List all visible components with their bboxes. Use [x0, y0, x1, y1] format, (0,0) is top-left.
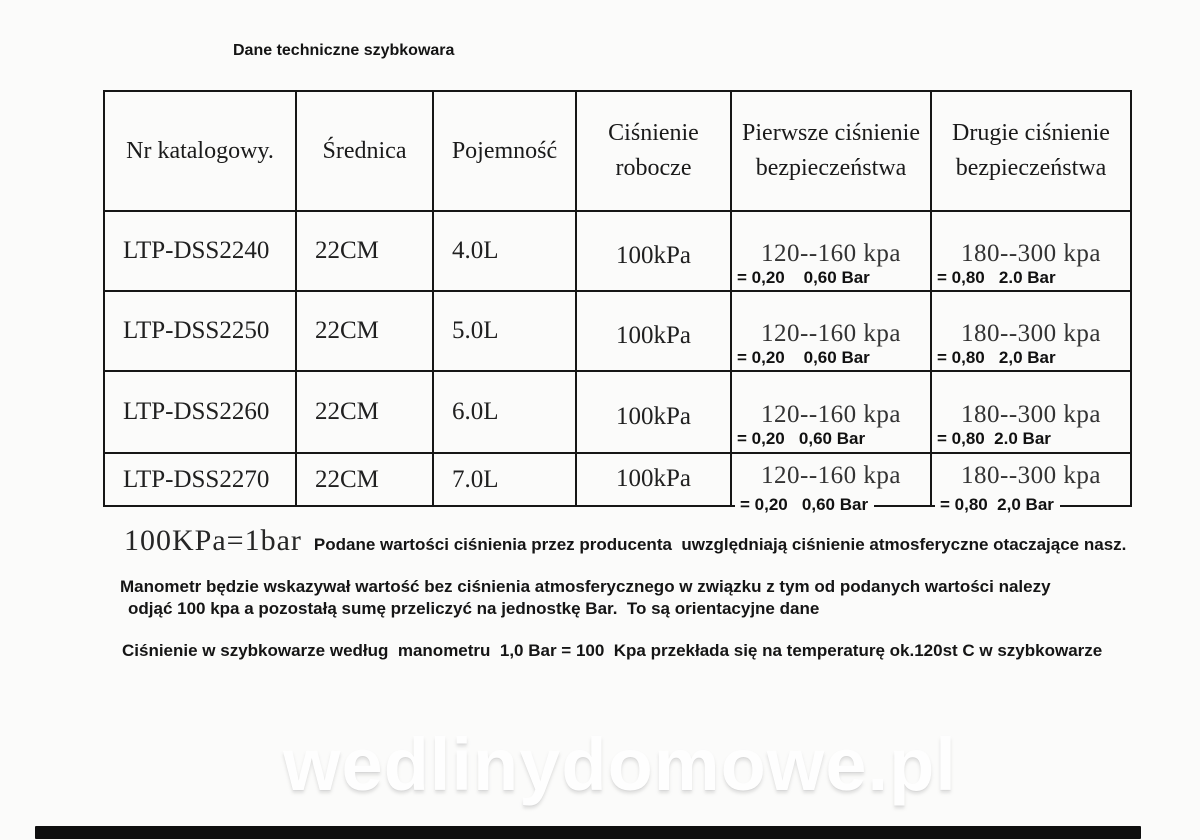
cell-capacity: 4.0L — [432, 210, 577, 292]
kpa-bar-equivalence: 100KPa=1bar — [124, 524, 302, 557]
table-row: LTP-DSS2250 22CM 5.0L 100kPa 120--160 kp… — [103, 290, 1132, 372]
col-header-diameter: Średnica — [295, 90, 434, 212]
cell-catalog: LTP-DSS2260 — [103, 370, 297, 454]
table-row: LTP-DSS2240 22CM 4.0L 100kPa 120--160 kp… — [103, 210, 1132, 292]
first-safety-bar: = 0,20 0,60 Bar — [735, 495, 875, 515]
cell-diameter: 22CM — [295, 370, 434, 454]
first-safety-kpa: 120--160 kpa — [761, 461, 901, 489]
table-header-row: Nr katalogowy. Średnica Pojemność Ciśnie… — [103, 90, 1132, 212]
cell-second-safety: 180--300 kpa = 0,80 2.0 Bar — [930, 370, 1132, 454]
cell-first-safety: 120--160 kpa = 0,20 0,60 Bar — [730, 210, 932, 292]
note-manometer-line2: odjąć 100 kpa a pozostałą sumę przeliczy… — [128, 599, 820, 618]
bottom-black-bar — [35, 826, 1141, 839]
table-row: LTP-DSS2270 22CM 7.0L 100kPa 120--160 kp… — [103, 452, 1132, 515]
second-safety-kpa: 180--300 kpa — [961, 320, 1101, 348]
table-row: LTP-DSS2260 22CM 6.0L 100kPa 120--160 kp… — [103, 370, 1132, 454]
second-safety-bar: = 0,80 2.0 Bar — [937, 268, 1056, 288]
note-manometer-line1: Manometr będzie wskazywał wartość bez ci… — [120, 577, 1051, 596]
col-header-working-pressure: Ciśnienie robocze — [575, 90, 732, 212]
first-safety-bar: = 0,20 0,60 Bar — [737, 348, 870, 368]
col-header-first-safety: Pierwsze ciśnienie bezpieczeństwa — [730, 90, 932, 212]
note-temperature: Ciśnienie w szybkowarze według manometru… — [122, 641, 1103, 660]
second-safety-kpa: 180--300 kpa — [961, 240, 1101, 268]
second-safety-kpa: 180--300 kpa — [961, 461, 1101, 489]
second-safety-bar: = 0,80 2.0 Bar — [937, 429, 1051, 449]
note-row-1: 100KPa=1bar Podane wartości ciśnienia pr… — [124, 524, 1126, 558]
spec-table: Nr katalogowy. Średnica Pojemność Ciśnie… — [103, 90, 1132, 515]
first-safety-bar: = 0,20 0,60 Bar — [737, 268, 870, 288]
first-safety-kpa: 120--160 kpa — [761, 240, 901, 268]
cell-working-pressure: 100kPa — [575, 290, 732, 372]
second-safety-bar: = 0,80 2,0 Bar — [935, 495, 1060, 515]
cell-second-safety: 180--300 kpa = 0,80 2,0 Bar — [930, 452, 1132, 515]
note-producer-pressure: Podane wartości ciśnienia przez producen… — [313, 535, 1127, 554]
cell-first-safety: 120--160 kpa = 0,20 0,60 Bar — [730, 370, 932, 454]
cell-catalog: LTP-DSS2270 — [103, 452, 297, 507]
cell-first-safety: 120--160 kpa = 0,20 0,60 Bar — [730, 290, 932, 372]
second-safety-bar: = 0,80 2,0 Bar — [937, 348, 1056, 368]
note-manometer: Manometr będzie wskazywał wartość bez ci… — [120, 576, 1051, 620]
cell-second-safety: 180--300 kpa = 0,80 2,0 Bar — [930, 290, 1132, 372]
watermark-text: wedlinydomowe.pl — [283, 723, 957, 806]
cell-diameter: 22CM — [295, 452, 434, 507]
first-safety-bar: = 0,20 0,60 Bar — [737, 429, 866, 449]
cell-capacity: 5.0L — [432, 290, 577, 372]
cell-second-safety: 180--300 kpa = 0,80 2.0 Bar — [930, 210, 1132, 292]
cell-first-safety: 120--160 kpa = 0,20 0,60 Bar — [730, 452, 932, 515]
cell-diameter: 22CM — [295, 290, 434, 372]
cell-capacity: 6.0L — [432, 370, 577, 454]
cell-working-pressure: 100kPa — [575, 370, 732, 454]
cell-catalog: LTP-DSS2240 — [103, 210, 297, 292]
first-safety-kpa: 120--160 kpa — [761, 401, 901, 429]
col-header-catalog: Nr katalogowy. — [103, 90, 297, 212]
cell-diameter: 22CM — [295, 210, 434, 292]
cell-working-pressure: 100kPa — [575, 452, 732, 507]
second-safety-kpa: 180--300 kpa — [961, 401, 1101, 429]
cell-capacity: 7.0L — [432, 452, 577, 507]
page-title: Dane techniczne szybkowara — [233, 42, 455, 59]
col-header-second-safety: Drugie ciśnienie bezpieczeństwa — [930, 90, 1132, 212]
cell-catalog: LTP-DSS2250 — [103, 290, 297, 372]
cell-working-pressure: 100kPa — [575, 210, 732, 292]
first-safety-kpa: 120--160 kpa — [761, 320, 901, 348]
col-header-capacity: Pojemność — [432, 90, 577, 212]
